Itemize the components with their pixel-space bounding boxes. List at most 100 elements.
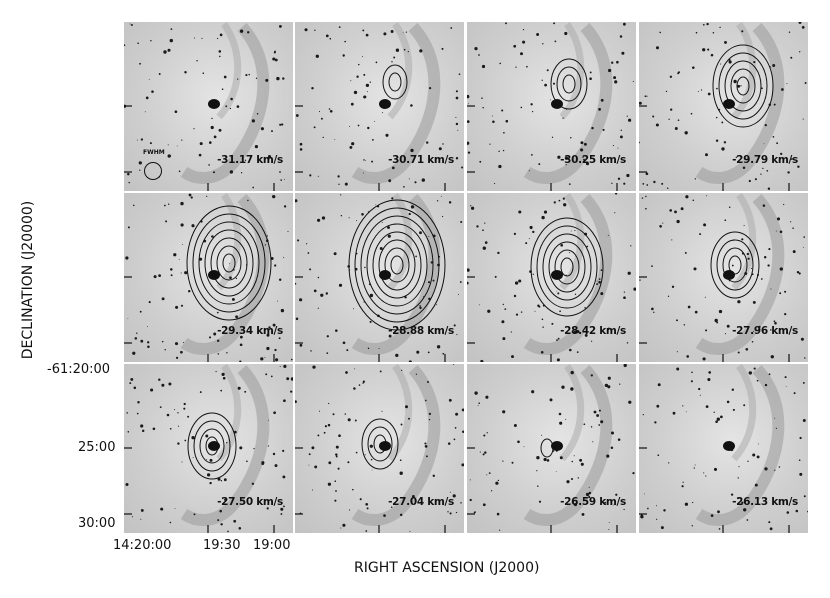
star — [750, 267, 753, 269]
star — [743, 508, 747, 512]
star — [502, 460, 504, 462]
contour-line — [198, 221, 260, 305]
star — [344, 40, 346, 43]
star — [693, 267, 697, 271]
star — [190, 196, 193, 199]
star — [557, 337, 560, 340]
star — [538, 500, 542, 503]
contour-line — [724, 60, 762, 112]
star — [169, 521, 172, 524]
star — [357, 124, 360, 127]
star — [223, 478, 227, 482]
star — [452, 364, 455, 365]
star — [474, 511, 477, 513]
star — [738, 466, 740, 468]
star — [764, 467, 768, 471]
star — [460, 220, 463, 224]
star — [253, 448, 255, 450]
star — [208, 336, 212, 339]
star — [276, 76, 280, 81]
star — [746, 252, 749, 256]
star — [351, 142, 355, 146]
star — [619, 383, 621, 385]
star — [141, 429, 145, 433]
star — [518, 279, 522, 283]
contour-line — [378, 239, 416, 291]
star — [370, 458, 373, 461]
star — [206, 459, 207, 461]
star — [653, 311, 655, 314]
star — [698, 387, 701, 391]
star — [607, 385, 611, 389]
star — [798, 459, 801, 461]
star — [612, 145, 614, 147]
y-axis-title: DECLINATION (J20000) — [20, 200, 36, 360]
star — [608, 68, 612, 73]
star — [219, 509, 222, 513]
star — [390, 30, 394, 33]
star — [513, 424, 517, 427]
star — [255, 77, 258, 79]
star — [347, 461, 350, 464]
star — [308, 464, 310, 466]
velocity-label: -27.04 km/s — [388, 496, 454, 508]
velocity-label: -30.71 km/s — [388, 154, 454, 166]
star — [345, 371, 348, 374]
star — [317, 434, 320, 437]
star — [432, 279, 435, 282]
star — [742, 166, 746, 169]
star — [419, 49, 423, 53]
star — [213, 135, 217, 139]
star — [458, 73, 461, 76]
star — [706, 195, 708, 197]
contour-line — [736, 76, 750, 96]
star — [274, 58, 278, 62]
star — [284, 178, 285, 180]
star — [752, 300, 756, 304]
nebula-filament — [731, 22, 757, 120]
star — [366, 507, 369, 510]
star — [415, 373, 418, 375]
x-tick-label: 14:20:00 — [113, 538, 172, 553]
star — [680, 207, 684, 211]
star — [441, 195, 442, 197]
star — [219, 55, 221, 58]
star — [494, 275, 497, 278]
star — [408, 360, 412, 362]
star — [428, 235, 430, 237]
star — [167, 48, 171, 52]
star — [127, 318, 129, 319]
star — [424, 445, 428, 448]
star — [365, 530, 368, 532]
star — [786, 83, 788, 85]
star — [608, 529, 610, 530]
star — [526, 65, 528, 68]
star — [371, 469, 373, 471]
star — [276, 300, 278, 302]
star — [251, 119, 255, 123]
star — [476, 225, 479, 228]
nebula-filament — [559, 193, 585, 291]
star — [350, 102, 354, 106]
star — [470, 205, 472, 207]
star — [460, 502, 462, 504]
star — [792, 227, 794, 229]
channel-panel: -28.42 km/s — [467, 193, 636, 362]
star — [659, 31, 661, 34]
star — [244, 390, 247, 393]
star — [209, 458, 213, 462]
star — [785, 386, 787, 387]
star — [565, 418, 567, 420]
star — [615, 493, 618, 496]
star — [598, 424, 601, 426]
star — [800, 337, 804, 341]
star — [522, 28, 525, 31]
star — [766, 169, 769, 172]
star — [570, 137, 572, 139]
star — [299, 298, 303, 302]
star — [610, 446, 614, 449]
star — [314, 465, 318, 469]
star — [477, 405, 479, 407]
star — [488, 472, 491, 474]
beam-label: FWHM — [143, 149, 165, 156]
